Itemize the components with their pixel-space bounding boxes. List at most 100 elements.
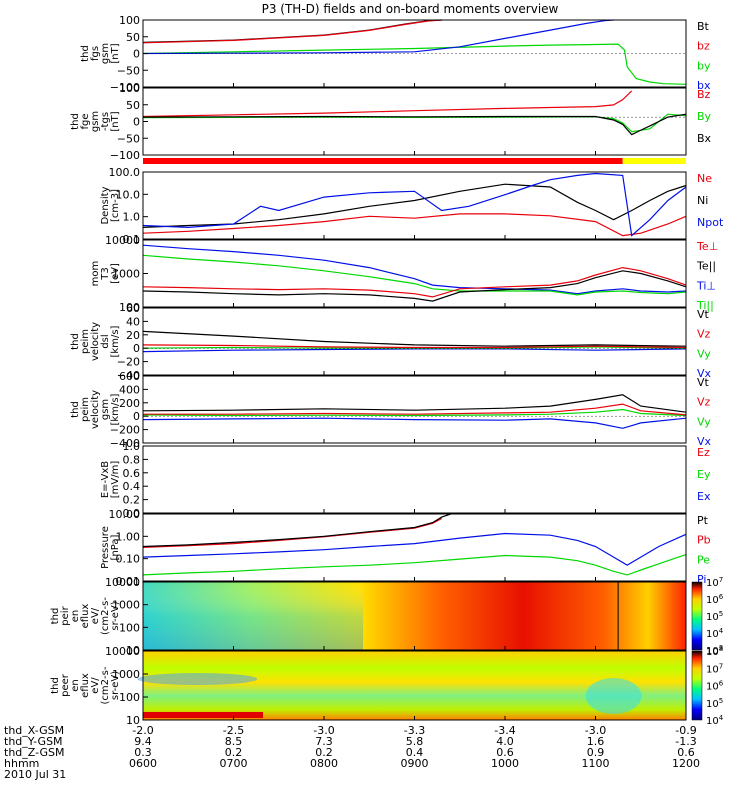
y-tick-label: 10000 — [105, 234, 140, 247]
y-axis-label: (cm2-s- — [100, 666, 111, 704]
y-tick-label: −400 — [110, 437, 140, 450]
colorbar-label: 107 — [706, 662, 723, 675]
series-vel-dsl-Vt — [142, 330, 687, 347]
panel-frame — [142, 307, 687, 376]
panel-frame — [142, 445, 687, 514]
series-vel-gsm-Vx — [142, 417, 687, 429]
legend-fgs-bz: bz — [697, 40, 710, 53]
y-tick-label: 100.0 — [109, 166, 141, 179]
panel-fgs: 100 50 0 −50 −100 thd fgs gsm [nT] Bt bz by bx — [80, 14, 711, 94]
footer-value: 9.4 — [134, 735, 152, 748]
spectrogram-shade — [143, 582, 363, 650]
y-tick-label: 100 — [119, 301, 140, 314]
y-tick-label: 10000 — [105, 645, 140, 658]
y-tick-label: 50 — [126, 99, 140, 112]
colorbar-exponent: 5 — [719, 610, 723, 618]
legend-temp-Te: Te⊥ — [696, 240, 718, 253]
y-axis-label: thd — [70, 401, 81, 418]
y-tick-label: 0 — [133, 342, 140, 355]
panel-temp: 10000 1000 100 mom T3 [eV] Te⊥ Te|| Ti⊥ Ti|| — [90, 234, 718, 314]
y-axis-label: mom — [90, 261, 101, 287]
legend-vel-dsl-Vz: Vz — [697, 328, 711, 341]
y-tick-label: 100 — [119, 14, 140, 27]
series-vel-gsm-Vz — [143, 403, 687, 416]
y-axis-label: [eV] — [110, 263, 121, 284]
footer-value: -3.3 — [404, 724, 425, 737]
spectrogram-streak — [137, 673, 258, 685]
panel-frame — [142, 513, 687, 582]
legend-vel-dsl-Vt: Vt — [697, 308, 710, 321]
footer-value: 8.5 — [225, 735, 243, 748]
panel-density: 100.0 10.0 1.0 0.1 Density [cm-3] Ne Ni Npot — [100, 166, 724, 246]
y-tick-label: 40 — [126, 315, 140, 328]
y-tick-label: 0.6 — [123, 467, 141, 480]
y-axis-label: eV/ — [90, 607, 101, 624]
y-tick-label: 200 — [119, 397, 140, 410]
legend-pressure-Pi: Pi — [697, 573, 706, 586]
legend-density-Ni: Ni — [697, 194, 708, 207]
footer-value: -3.0 — [313, 724, 334, 737]
y-axis-label: thd — [70, 113, 81, 130]
colorbar-label: 104 — [706, 714, 724, 727]
colorbar-label: 105 — [706, 697, 723, 710]
footer-value: 0.9 — [587, 746, 605, 759]
panel-frame — [142, 239, 687, 308]
colorbar-exponent: 6 — [719, 593, 724, 601]
y-axis-label: en — [70, 610, 81, 623]
y-tick-label: 0 — [133, 116, 140, 129]
y-tick-label: 60 — [126, 302, 140, 315]
legend-vel-gsm-Vt: Vt — [697, 376, 710, 389]
y-tick-label: 0.0 — [123, 507, 141, 520]
y-tick-label: 10000 — [105, 576, 140, 589]
colorbar-base: 10 — [706, 664, 719, 675]
footer-value: 1000 — [491, 757, 519, 770]
footer-value: -2.0 — [132, 724, 153, 737]
y-tick-label: 0 — [133, 410, 140, 423]
footer-value: 0.6 — [677, 746, 695, 759]
y-tick-label: −100 — [110, 81, 140, 94]
colorbar-exponent: 6 — [719, 680, 724, 688]
y-tick-label: 10.0 — [116, 188, 141, 201]
y-tick-label: −100 — [110, 149, 140, 162]
y-axis-label: [km/s] — [110, 325, 121, 357]
y-axis-label: eflux — [80, 673, 91, 698]
series-vel-gsm-Vt — [142, 394, 687, 413]
y-axis-label: velocity — [90, 322, 101, 361]
footer-row-label: thd_X-GSM — [4, 724, 64, 737]
footer-value: 0.6 — [496, 746, 514, 759]
y-axis-label: [nT] — [110, 43, 121, 63]
y-axis-label: en — [70, 679, 81, 692]
footer-value: 0900 — [401, 757, 429, 770]
y-axis-label: thd — [50, 677, 61, 694]
legend-fge-Bz: Bz — [697, 88, 711, 101]
legend-density-Npot: Npot — [697, 216, 724, 229]
series-pressure-Pb — [142, 517, 442, 548]
legend-temp-Ti: Ti⊥ — [696, 279, 716, 292]
footer-value: 1100 — [582, 757, 610, 770]
y-tick-label: 400 — [119, 383, 140, 396]
y-tick-label: 1000 — [112, 599, 140, 612]
y-tick-label: 0.8 — [123, 453, 141, 466]
mode-flag-yellow — [622, 158, 686, 164]
footer-value: -0.9 — [675, 724, 696, 737]
footer-value: 0700 — [220, 757, 248, 770]
colorbar-base: 10 — [706, 699, 719, 710]
footer-value: 4.0 — [496, 735, 514, 748]
legend-density-Ne: Ne — [697, 172, 712, 185]
panel-frame — [142, 375, 687, 444]
footer-value: 0600 — [129, 757, 157, 770]
legend-fgs-bx: bx — [697, 79, 711, 92]
y-tick-label: 50 — [126, 31, 140, 44]
colorbar-label: 107 — [706, 576, 723, 589]
colorbar-exponent: 7 — [719, 662, 723, 670]
footer-value: 0.4 — [406, 746, 424, 759]
series-vel-dsl-Vy — [142, 346, 687, 349]
series-fge-Bz — [142, 90, 633, 118]
y-axis-label: eflux — [80, 604, 91, 629]
y-axis-label: fgs — [90, 46, 101, 61]
panel-efield: 1.00.80.60.40.20.0 E=-VxB [mV/m] Ez Ey Ex — [100, 440, 711, 520]
colorbar-base: 10 — [706, 647, 719, 658]
mode-flag-red — [143, 158, 623, 164]
y-tick-label: 100 — [119, 621, 140, 634]
